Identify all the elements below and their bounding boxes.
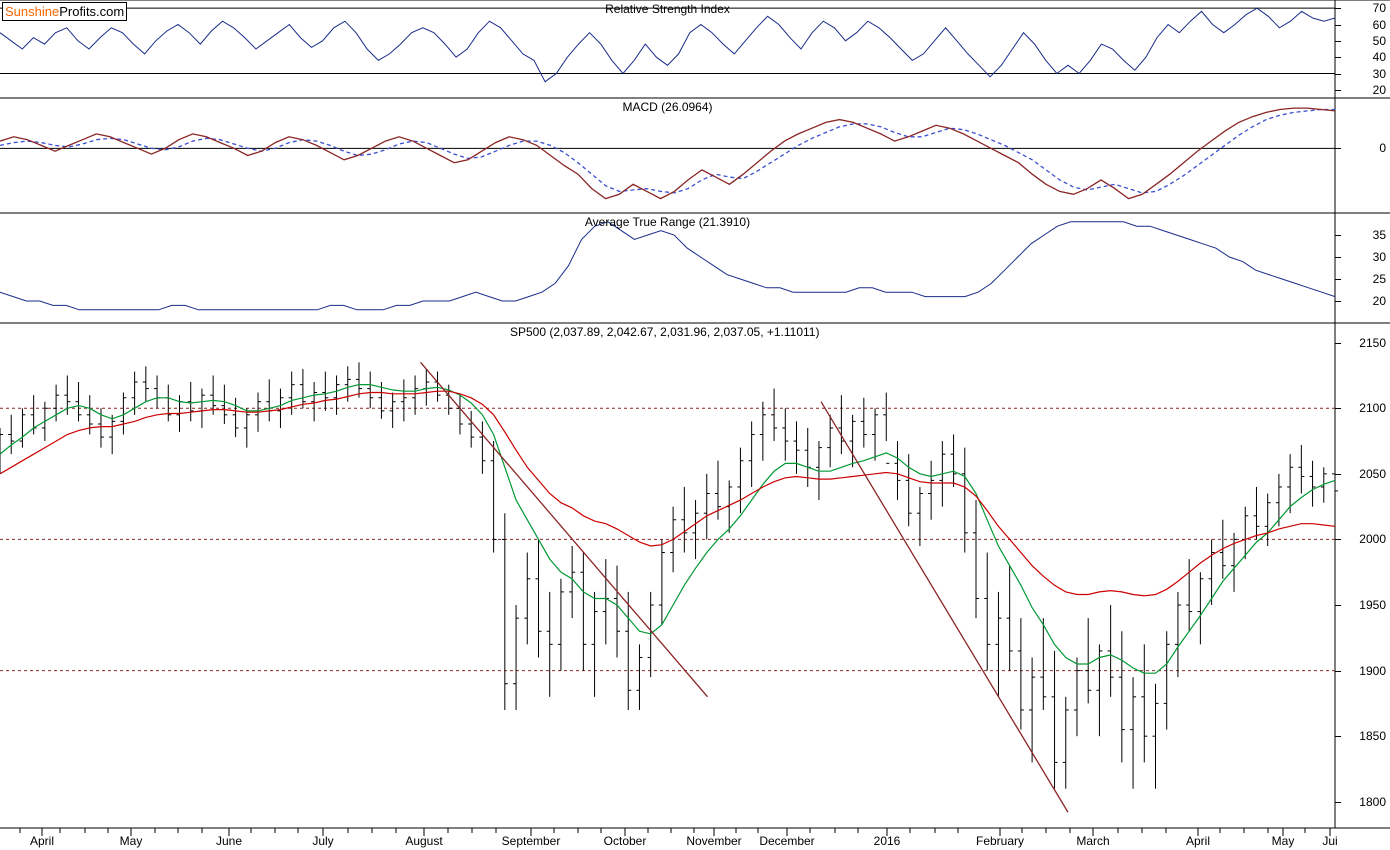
panel-title: Average True Range (21.3910)	[585, 215, 750, 229]
x-axis-label: February	[976, 834, 1024, 848]
x-axis-label: April	[30, 834, 54, 848]
x-axis-label: December	[759, 834, 814, 848]
y-axis-label: 35	[1373, 228, 1386, 242]
x-axis-label: Jui	[1322, 834, 1337, 848]
x-axis-label: August	[405, 834, 442, 848]
chart-svg	[0, 0, 1390, 850]
watermark-sun: Sunshine	[5, 4, 59, 19]
y-axis-label: 30	[1373, 67, 1386, 81]
y-axis-label: 20	[1373, 83, 1386, 97]
y-axis-label: 1850	[1359, 729, 1386, 743]
y-axis-label: 2100	[1359, 401, 1386, 415]
x-axis-label: October	[604, 834, 647, 848]
y-axis-label: 70	[1373, 1, 1386, 15]
panel-title: MACD (26.0964)	[622, 100, 712, 114]
y-axis-label: 25	[1373, 272, 1386, 286]
y-axis-label: 30	[1373, 250, 1386, 264]
watermark-logo: SunshineProfits.com	[2, 2, 127, 21]
stock-chart: SunshineProfits.com Relative Strength In…	[0, 0, 1390, 850]
y-axis-label: 1950	[1359, 598, 1386, 612]
x-axis-label: June	[216, 834, 242, 848]
x-axis-label: March	[1076, 834, 1109, 848]
x-axis-label: September	[502, 834, 561, 848]
x-axis-label: May	[120, 834, 143, 848]
x-axis-label: November	[686, 834, 741, 848]
panel-title: SP500 (2,037.89, 2,042.67, 2,031.96, 2,0…	[510, 325, 819, 339]
y-axis-label: 2000	[1359, 532, 1386, 546]
panel-title: Relative Strength Index	[605, 2, 730, 16]
y-axis-label: 20	[1373, 294, 1386, 308]
y-axis-label: 2150	[1359, 336, 1386, 350]
y-axis-label: 40	[1373, 50, 1386, 64]
x-axis-label: April	[1186, 834, 1210, 848]
y-axis-label: 0	[1379, 141, 1386, 155]
y-axis-label: 2050	[1359, 467, 1386, 481]
x-axis-label: May	[1272, 834, 1295, 848]
y-axis-label: 60	[1373, 18, 1386, 32]
watermark-prof: Profits.com	[59, 4, 124, 19]
x-axis-label: July	[312, 834, 333, 848]
x-axis-label: 2016	[874, 834, 901, 848]
y-axis-label: 50	[1373, 34, 1386, 48]
y-axis-label: 1800	[1359, 795, 1386, 809]
y-axis-label: 1900	[1359, 664, 1386, 678]
